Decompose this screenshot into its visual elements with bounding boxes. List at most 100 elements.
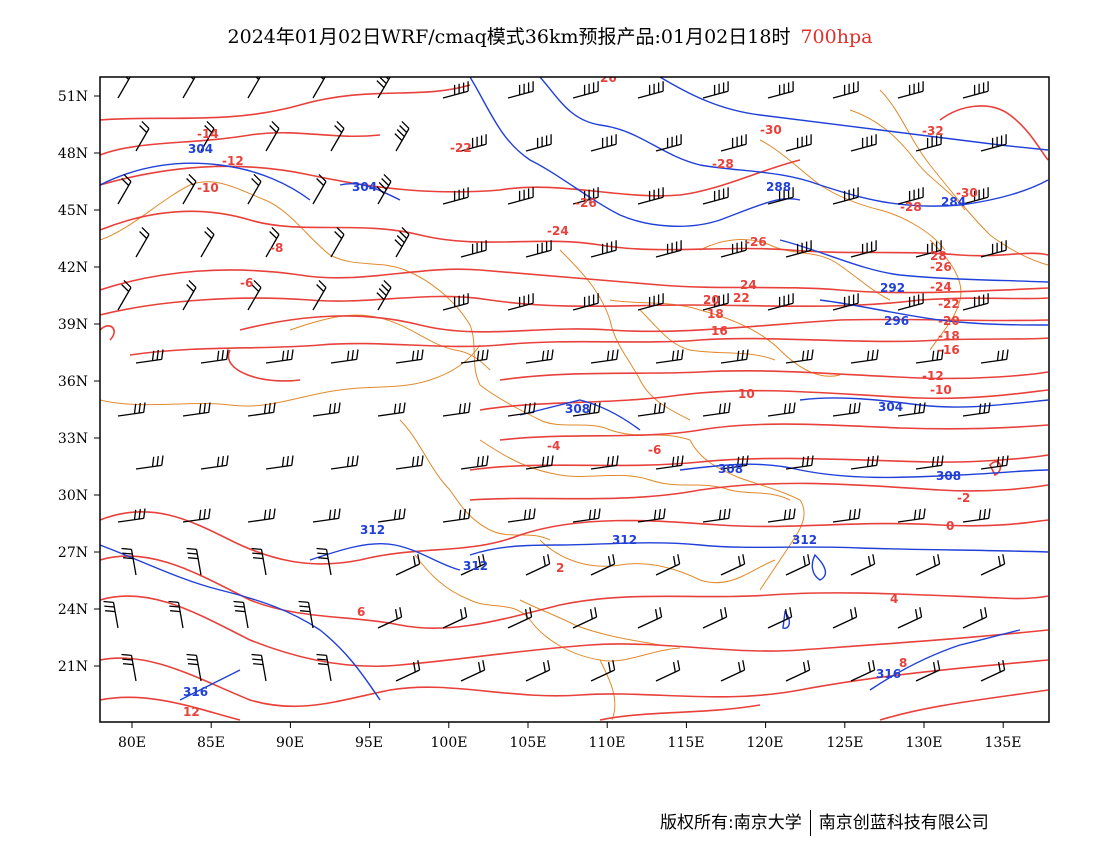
temp-label: -24 [930,280,952,294]
wind-barb [720,240,747,258]
wind-barb [785,349,814,364]
height-label: 304 [188,142,213,156]
wind-barb [915,240,942,258]
wind-barb [720,455,749,470]
wind-barb [251,653,267,682]
lat-label: 36N [58,374,88,390]
wind-barb [395,554,421,576]
wind-barb [312,77,326,99]
wind-barb [962,187,989,205]
temp-label: 12 [183,705,200,719]
wind-barb [525,660,551,682]
wind-barb [962,607,988,629]
temp-label: 2 [556,561,564,575]
wind-barb [135,226,150,258]
wind-barb [121,653,137,682]
wind-barb [655,455,684,470]
temp-label: -2 [957,491,970,505]
temp-label: -26 [575,196,597,210]
wind-barb [377,508,406,523]
lat-label: 33N [58,431,88,447]
temp-label: -16 [938,343,960,357]
wind-barb [442,607,468,629]
wind-barb [832,293,859,311]
wind-barb [785,240,812,258]
wind-barb [832,508,861,523]
wind-barb [655,349,684,364]
temp-label: -30 [956,186,978,200]
wind-barb [507,81,534,99]
height-label: 316 [183,685,208,699]
wind-barb [785,455,814,470]
wind-barb [182,279,197,311]
wind-barb [655,240,682,258]
wind-barb [767,402,796,417]
wind-barb [702,402,731,417]
pressure-level-label: 700hpa [800,26,873,48]
temp-label: -12 [222,154,244,168]
wind-barb [637,402,666,417]
wind-barb [767,187,794,205]
lat-label: 24N [58,602,88,618]
wind-barb [394,226,410,258]
height-label: 308 [936,469,961,483]
wind-barb [507,508,536,523]
height-label: 292 [880,281,905,295]
wind-barb [702,187,729,205]
wind-barb [247,173,262,205]
temp-label: 24 [740,278,757,292]
temp-label: -24 [547,224,569,238]
temp-label: 4 [890,592,898,606]
wind-barb [572,81,599,99]
lon-label: 135E [985,735,1022,751]
lat-label: 21N [58,659,88,675]
lat-axis: 51N 48N 45N 42N 39N 36N 33N 30N 27N 24N … [58,89,100,675]
lon-label: 100E [431,735,468,751]
lat-label: 39N [58,317,88,333]
height-label: 296 [884,314,909,328]
temp-label: -10 [930,383,952,397]
wind-barb [442,402,471,417]
wind-barb [525,240,552,258]
lon-label: 130E [906,735,943,751]
wind-barb [637,508,666,523]
wind-barb [980,134,1007,152]
temp-label: -28 [712,157,734,171]
wind-barb [442,293,469,311]
wind-barb [962,293,989,311]
wind-barb [915,554,941,576]
wind-barb [117,77,131,99]
wind-barb [312,279,327,311]
temp-label: 28 [930,249,947,263]
wind-barb [702,607,728,629]
wind-barb [637,607,663,629]
temp-label: -6 [648,443,661,457]
wind-barb [980,240,1007,258]
wind-barb [850,134,877,152]
wind-barb [330,349,359,364]
wind-barb [168,600,184,629]
wind-barb [394,120,410,152]
temp-label: 26 [600,71,617,85]
wind-barb [117,279,132,311]
wind-barb [767,607,793,629]
wind-barb [330,226,345,258]
height-label: 284 [941,195,966,209]
wind-barb [720,660,746,682]
temp-label: 0 [946,519,954,533]
wind-barb [251,547,267,576]
temp-label: 22 [733,291,750,305]
temp-label: -4 [547,439,560,453]
wind-barb [507,402,536,417]
wind-barb [915,455,944,470]
wind-barb [850,349,879,364]
wind-barb [460,349,489,364]
wind-barb [590,134,617,152]
temp-label: 10 [738,387,755,401]
wind-barb [962,81,989,99]
wind-barb [330,455,359,470]
height-label: 312 [463,559,488,573]
wind-barb [897,81,924,99]
wind-barb [247,279,262,311]
